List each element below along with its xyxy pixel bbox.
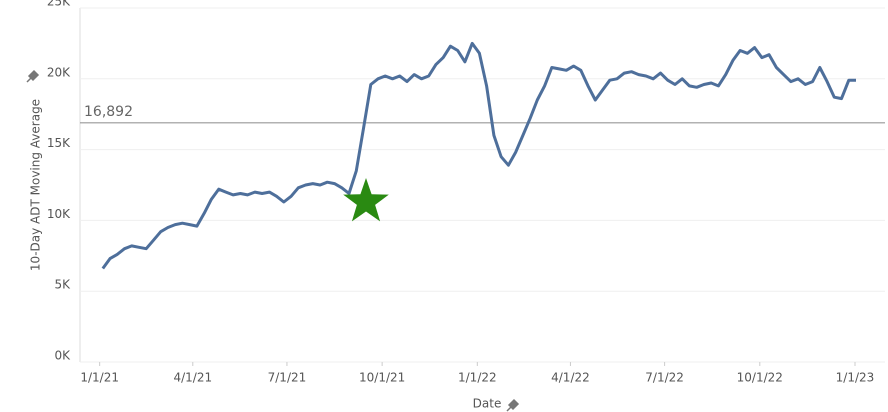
y-tick-label: 10K [47, 207, 71, 221]
x-tick-label: 7/1/21 [268, 371, 307, 385]
y-tick-label: 5K [54, 278, 71, 292]
y-tick-label: 25K [47, 0, 71, 9]
x-axis-label: Date [473, 397, 502, 411]
y-tick-label: 15K [47, 136, 71, 150]
x-tick-label: 1/1/21 [80, 371, 119, 385]
y-axis-label: 10-Day ADT Moving Average [29, 99, 43, 271]
pin-icon [26, 69, 520, 412]
x-tick-label: 1/1/23 [836, 371, 875, 385]
x-tick-label: 1/1/22 [458, 371, 497, 385]
y-tick-label: 20K [47, 65, 71, 79]
data-line [101, 41, 856, 270]
star-annotation [343, 178, 389, 222]
x-tick-label: 4/1/21 [173, 371, 212, 385]
x-tick-label: 10/1/22 [737, 371, 783, 385]
reference-label: 16,892 [84, 104, 133, 120]
x-tick-label: 4/1/22 [551, 371, 590, 385]
x-tick-label: 7/1/22 [645, 371, 684, 385]
x-tick-label: 10/1/21 [359, 371, 405, 385]
y-tick-label: 0K [54, 349, 71, 363]
